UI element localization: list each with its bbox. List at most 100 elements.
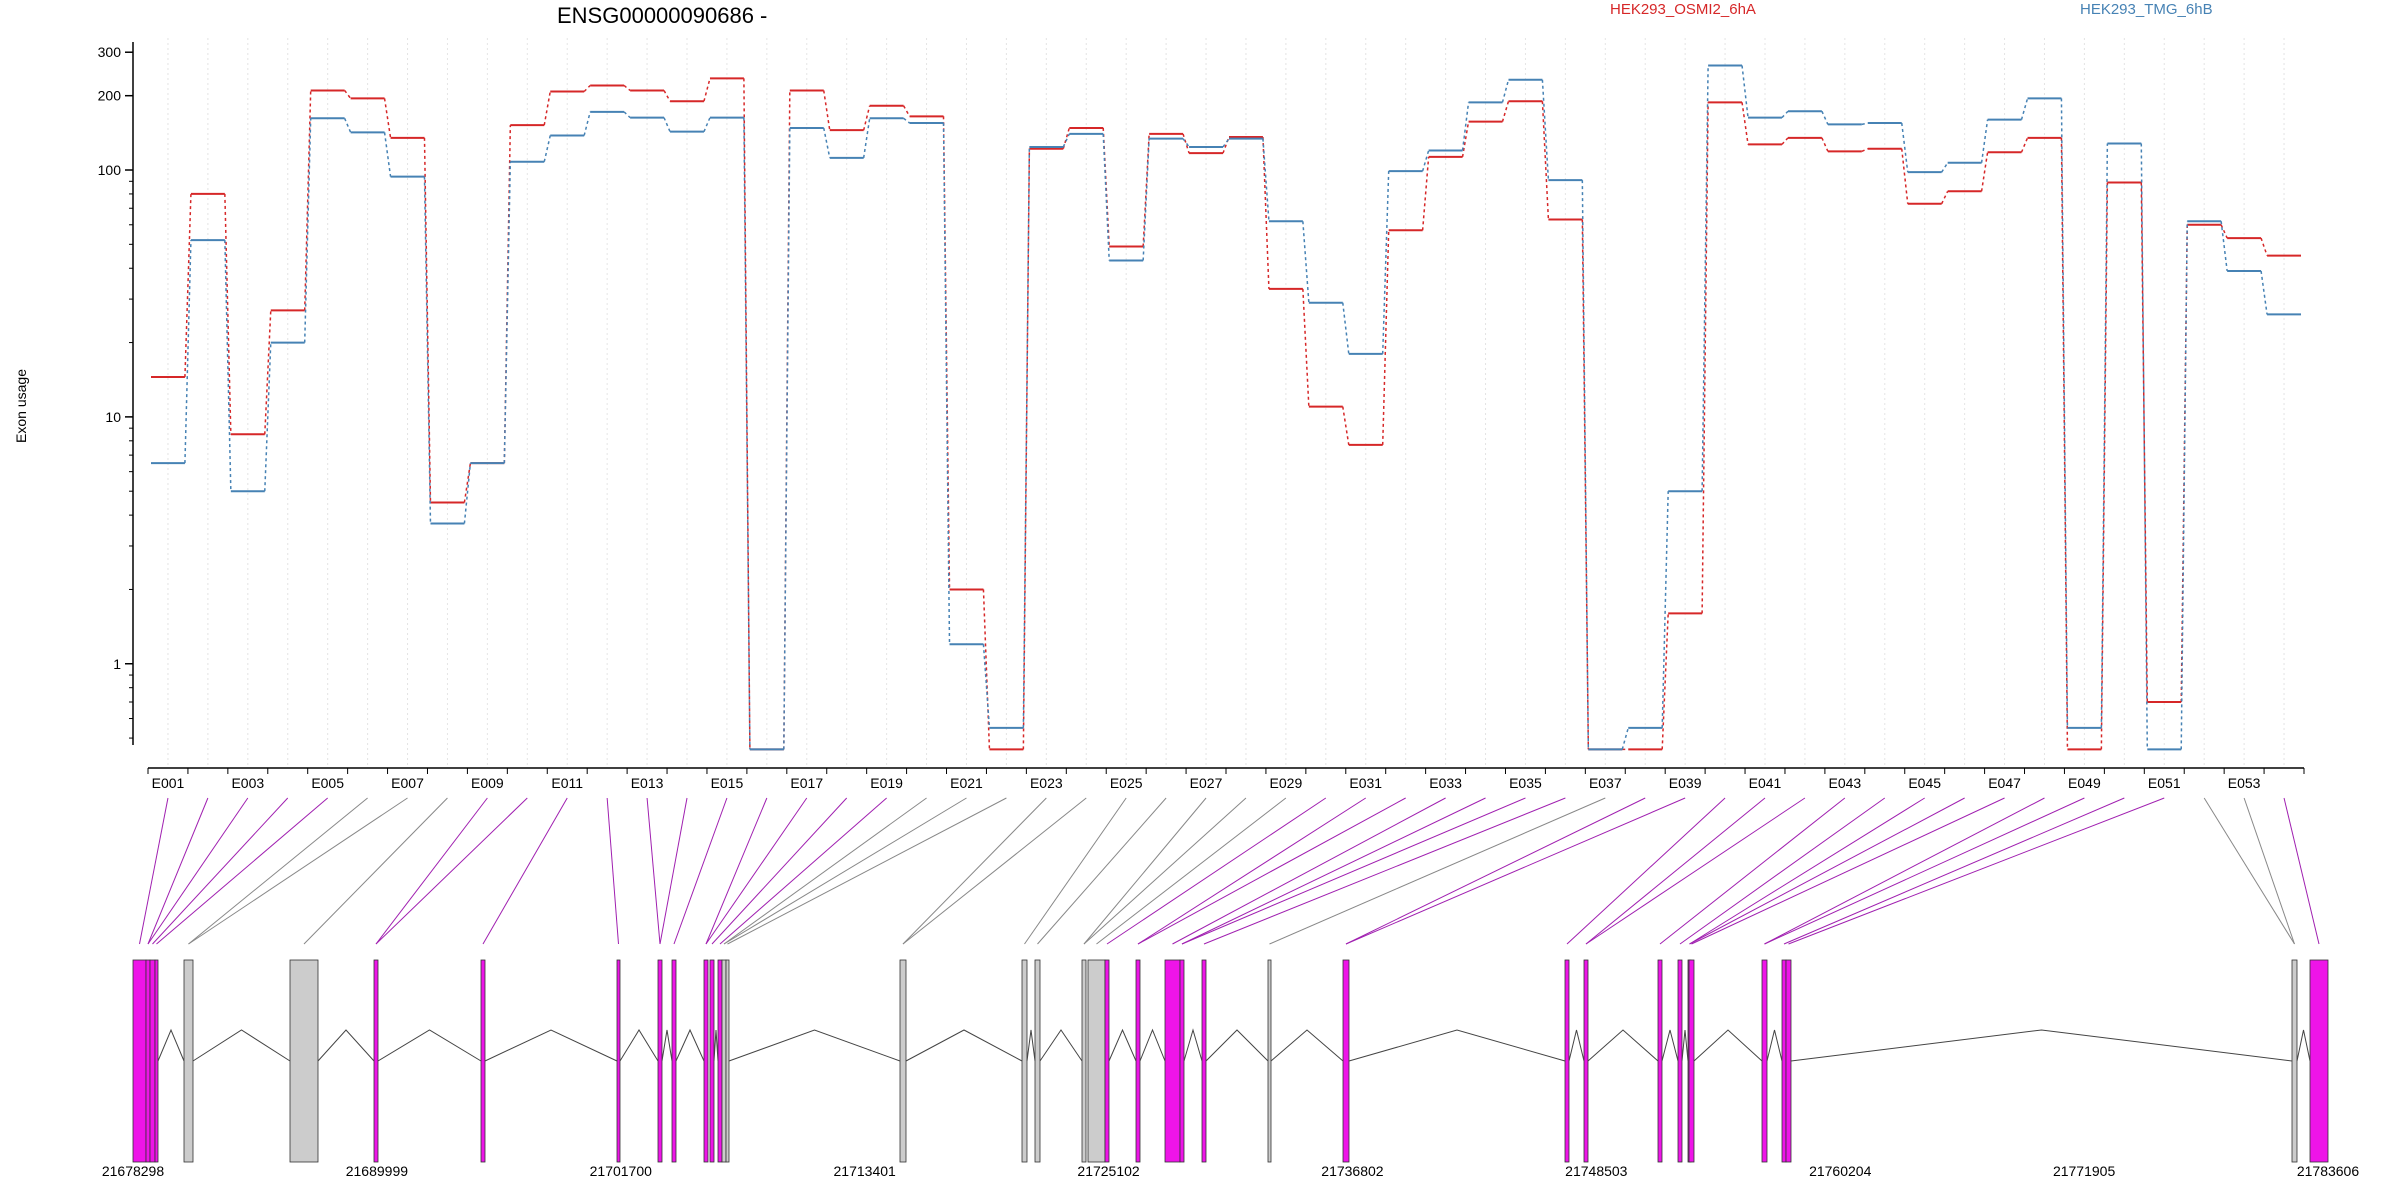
series-connector bbox=[1821, 110, 1829, 125]
exon-connector bbox=[188, 797, 368, 945]
x-tick-label: E051 bbox=[2148, 775, 2181, 791]
intron-line bbox=[1205, 1029, 1269, 1062]
exon-box-differential bbox=[1164, 959, 1181, 1163]
series-connector bbox=[303, 90, 312, 311]
coordinate-label: 21771905 bbox=[2053, 1163, 2116, 1179]
exon-connector bbox=[1764, 797, 2085, 945]
exon-connector bbox=[646, 797, 661, 945]
intron-line bbox=[675, 1028, 705, 1062]
exon-box-differential bbox=[1688, 959, 1695, 1163]
exon-connector bbox=[147, 797, 209, 945]
x-tick-label: E005 bbox=[311, 775, 344, 791]
x-tick-label: E017 bbox=[790, 775, 823, 791]
series-connector bbox=[1182, 133, 1190, 154]
exon-box bbox=[289, 959, 319, 1163]
exon-connector bbox=[147, 797, 249, 945]
series-connector bbox=[2060, 98, 2069, 728]
exon-connector bbox=[1689, 797, 1965, 945]
series-connector bbox=[1461, 102, 1470, 151]
chart-title: ENSG00000090686 - bbox=[557, 3, 767, 28]
series-connector bbox=[543, 91, 551, 126]
x-tick-label: E039 bbox=[1669, 775, 1702, 791]
series-connector bbox=[1222, 138, 1230, 148]
exon-connector bbox=[1566, 797, 1726, 945]
exon-connector bbox=[705, 797, 808, 945]
series-connector bbox=[423, 176, 432, 524]
exon-box bbox=[725, 959, 730, 1163]
series-connector bbox=[583, 84, 591, 93]
intron-line bbox=[1183, 1028, 1203, 1062]
exon-connector bbox=[1679, 797, 1886, 945]
series-connector bbox=[2180, 221, 2188, 750]
series-connector bbox=[463, 462, 472, 524]
series-connector bbox=[224, 193, 232, 435]
series-connector bbox=[1581, 180, 1590, 750]
intron-line bbox=[905, 1029, 1023, 1062]
exon-connector bbox=[902, 797, 1087, 945]
x-tick-label: E023 bbox=[1030, 775, 1063, 791]
x-tick-label: E049 bbox=[2068, 775, 2101, 791]
exon-box bbox=[1087, 959, 1106, 1163]
exon-box-differential bbox=[1564, 959, 1570, 1163]
series-connector bbox=[1541, 79, 1550, 181]
y-axis-label: Exon usage bbox=[13, 369, 29, 443]
y-tick-label: 1 bbox=[113, 656, 121, 672]
exon-box-differential bbox=[1657, 959, 1663, 1163]
coordinate-label: 21689999 bbox=[346, 1163, 409, 1179]
series-connector bbox=[1980, 119, 1989, 163]
series-connector bbox=[1342, 406, 1350, 446]
coordinate-label: 21736802 bbox=[1321, 1163, 1384, 1179]
exon-connector bbox=[1345, 797, 1646, 945]
exon-connector bbox=[1181, 797, 1526, 945]
exon-connector bbox=[1585, 797, 1806, 945]
series-connector bbox=[1022, 146, 1031, 728]
coordinate-label: 21701700 bbox=[590, 1163, 653, 1179]
series-connector bbox=[862, 105, 871, 131]
series-connector bbox=[184, 240, 192, 464]
series-connector bbox=[303, 118, 312, 343]
exon-connector bbox=[1691, 797, 2005, 945]
exon-box-differential bbox=[657, 959, 663, 1163]
series-connector bbox=[982, 589, 991, 750]
exon-connector bbox=[1181, 797, 1486, 945]
series-connector bbox=[423, 137, 432, 503]
x-tick-label: E033 bbox=[1429, 775, 1462, 791]
exon-box-differential bbox=[717, 959, 723, 1163]
series-connector bbox=[1541, 101, 1550, 220]
exon-box-differential bbox=[1201, 959, 1207, 1163]
exon-connector bbox=[727, 797, 1007, 945]
series-connector bbox=[2100, 182, 2109, 750]
intron-line bbox=[1568, 1029, 1585, 1062]
exon-connector bbox=[606, 797, 619, 945]
y-tick-label: 200 bbox=[98, 88, 122, 104]
series-connector bbox=[2260, 237, 2268, 256]
series-connector bbox=[663, 117, 671, 132]
series-connector bbox=[264, 310, 272, 435]
series-connector bbox=[2260, 270, 2268, 315]
intron-line bbox=[1790, 1029, 2293, 1062]
series-connector bbox=[1940, 190, 1949, 205]
series-connector bbox=[703, 117, 711, 132]
series-connector bbox=[383, 98, 392, 138]
x-tick-label: E009 bbox=[471, 775, 504, 791]
series-connector bbox=[783, 127, 791, 750]
x-tick-label: E001 bbox=[152, 775, 185, 791]
intron-line bbox=[157, 1028, 185, 1062]
exon-box bbox=[2291, 959, 2298, 1163]
exon-box-differential bbox=[145, 959, 151, 1163]
exon-box bbox=[899, 959, 907, 1163]
series-connector bbox=[623, 111, 631, 119]
exon-box-differential bbox=[703, 959, 709, 1163]
exon-box-differential bbox=[149, 959, 156, 1163]
exon-box-differential bbox=[154, 959, 159, 1163]
series-connector bbox=[903, 117, 911, 124]
intron-line bbox=[377, 1029, 482, 1062]
x-tick-label: E047 bbox=[1988, 775, 2021, 791]
exon-box-differential bbox=[1342, 959, 1350, 1163]
exon-connector bbox=[1269, 797, 1606, 945]
exon-connector bbox=[1106, 797, 1327, 945]
series-connector bbox=[2180, 224, 2188, 703]
intron-line bbox=[1681, 1029, 1689, 1062]
exon-box bbox=[183, 959, 194, 1163]
series-connector bbox=[1501, 79, 1510, 103]
